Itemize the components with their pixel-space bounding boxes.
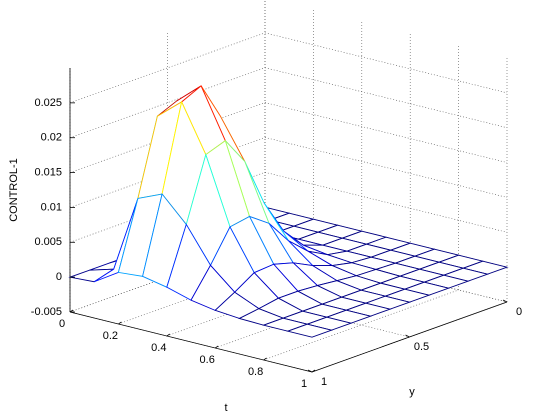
grid-line <box>69 32 266 104</box>
z-tick-label: 0.02 <box>41 132 62 144</box>
z-tick-label: 0.015 <box>34 166 62 178</box>
y-tick-label: 0.5 <box>414 341 429 353</box>
z-tick-label: 0.01 <box>41 201 62 213</box>
grid-line <box>264 32 508 94</box>
z-tick-label: 0.025 <box>34 97 62 109</box>
y-axis-label: y <box>409 386 415 398</box>
y-tick-label: 1 <box>321 376 327 388</box>
tick-mark <box>263 357 267 361</box>
tick-mark <box>307 369 313 373</box>
x-axis-label: t <box>224 402 227 414</box>
x-tick-label: 0.6 <box>200 354 215 366</box>
x-tick-label: 0.2 <box>103 330 118 342</box>
y-tick-label: 0 <box>516 306 522 318</box>
z-tick-label: 0.005 <box>34 236 62 248</box>
tick-mark <box>214 345 219 349</box>
grid-line <box>264 67 508 129</box>
x-tick-label: 0 <box>59 318 65 330</box>
tick-mark <box>69 309 74 313</box>
mesh-cell <box>286 323 334 338</box>
axis-line <box>69 311 313 373</box>
tick-mark <box>311 369 316 373</box>
grid-line <box>264 171 508 233</box>
tick-mark <box>118 321 122 325</box>
grid-line <box>264 241 508 303</box>
grid-line <box>264 137 508 198</box>
tick-mark <box>405 334 410 338</box>
grid-line <box>264 102 508 163</box>
tick-mark <box>166 333 171 337</box>
x-tick-label: 0.4 <box>151 342 166 354</box>
x-tick-label: 1 <box>301 378 307 390</box>
tick-mark <box>502 299 508 303</box>
z-tick-label: -0.005 <box>31 306 62 318</box>
z-tick-label: 0 <box>56 271 62 283</box>
grid-line <box>167 276 410 338</box>
x-tick-label: 0.8 <box>248 366 263 378</box>
z-axis-label: CONTROL-1 <box>8 158 20 222</box>
